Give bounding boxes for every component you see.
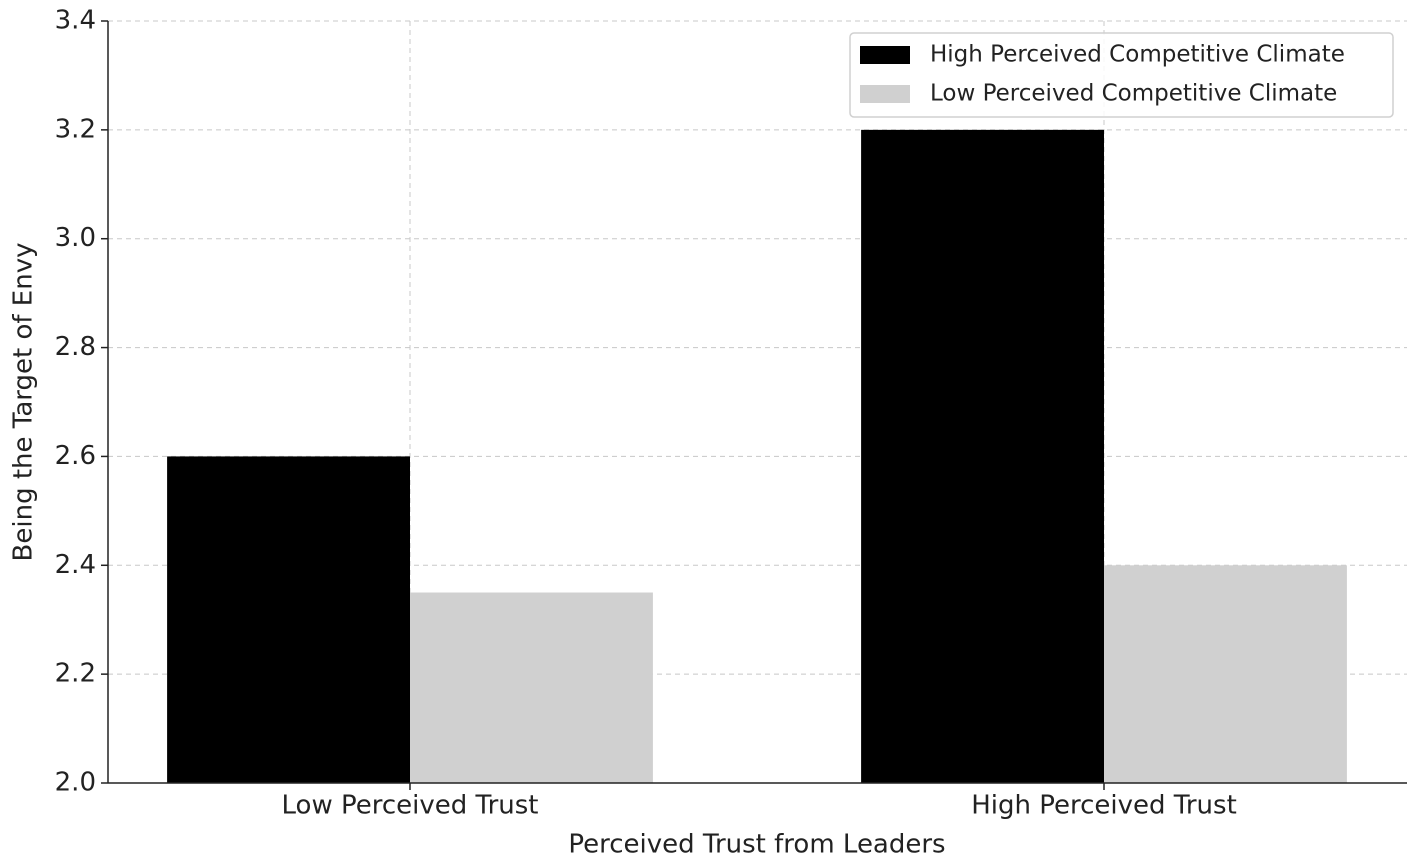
y-tick-label: 2.8 <box>55 332 96 362</box>
x-axis-label: Perceived Trust from Leaders <box>568 830 945 860</box>
legend-frame <box>849 32 1394 118</box>
legend-label: High Perceived Competitive Climate <box>930 42 1345 68</box>
legend: High Perceived Competitive Climate Low Pe… <box>849 32 1394 118</box>
y-tick-label: 2.4 <box>55 550 96 580</box>
y-tick-label: 3.4 <box>55 6 96 36</box>
y-axis-label: Being the Target of Envy <box>9 243 39 562</box>
y-tick-label: 2.6 <box>55 441 96 471</box>
bar <box>1104 565 1347 783</box>
x-tick-label: Low Perceived Trust <box>282 791 539 821</box>
y-tick-label: 2.0 <box>55 768 96 798</box>
legend-swatch <box>860 85 910 103</box>
y-tick-label: 3.2 <box>55 114 96 144</box>
bar <box>167 456 410 783</box>
bar <box>410 592 653 783</box>
x-tick-label: High Perceived Trust <box>971 791 1237 821</box>
legend-label: Low Perceived Competitive Climate <box>930 81 1337 107</box>
y-tick-label: 3.0 <box>55 223 96 253</box>
bar <box>861 129 1104 783</box>
y-tick-label: 2.2 <box>55 659 96 689</box>
legend-swatch <box>860 46 910 64</box>
